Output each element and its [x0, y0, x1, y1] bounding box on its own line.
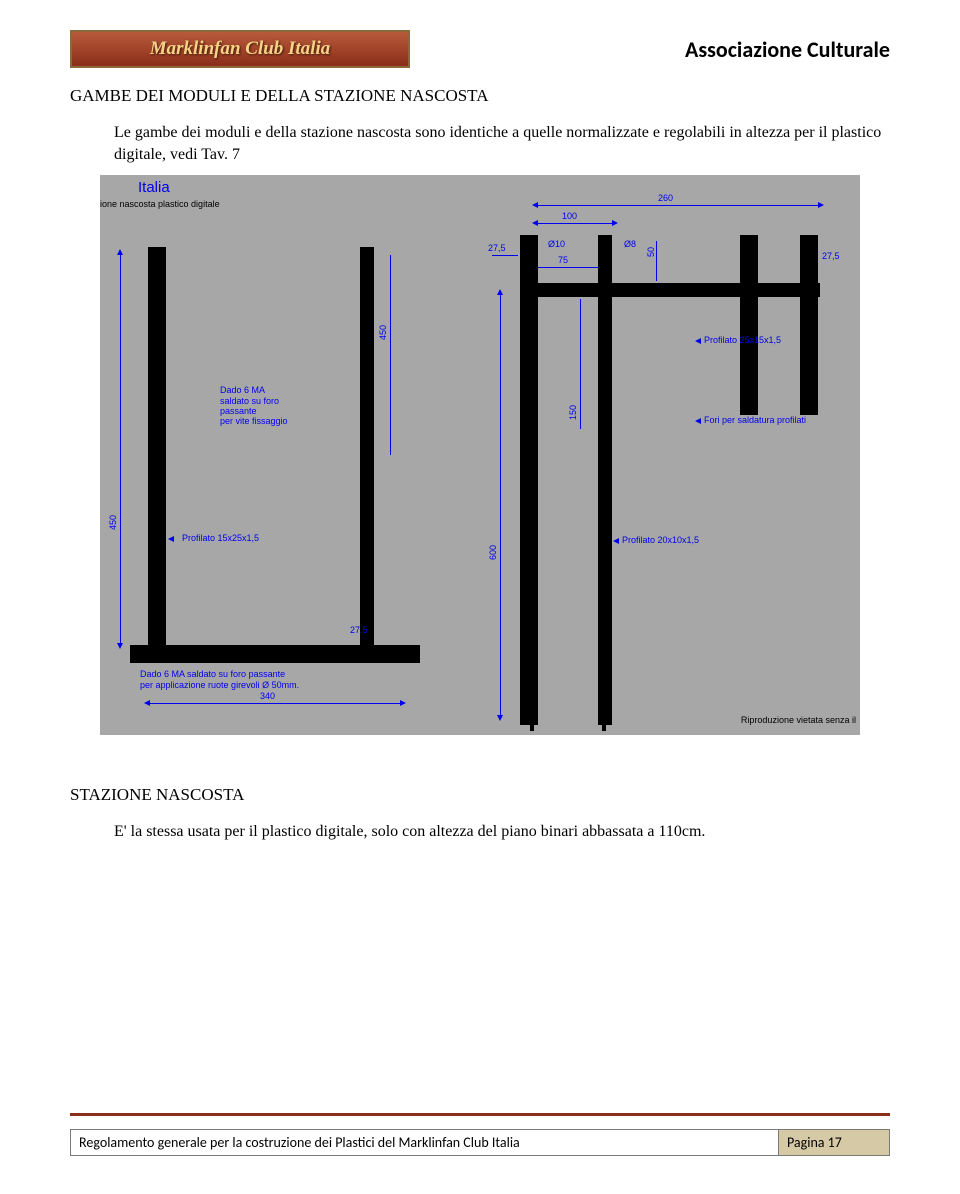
arrow-icon	[144, 700, 150, 706]
base-bar-left	[130, 645, 420, 663]
dim-27-5-r: 27,5	[822, 251, 840, 261]
content-section-1: GAMBE DEI MODULI E DELLA STAZIONE NASCOS…	[0, 68, 960, 735]
content-section-2: STAZIONE NASCOSTA E' la stessa usata per…	[0, 785, 960, 843]
dim-450m-line	[390, 255, 391, 455]
dim-450l-line	[120, 255, 121, 643]
arrow-icon	[400, 700, 406, 706]
arrow-icon	[532, 202, 538, 208]
label-fori: Fori per saldatura profilati	[704, 415, 806, 425]
association-title: Associazione Culturale	[685, 36, 890, 63]
page-header: Marklinfan Club Italia Associazione Cult…	[0, 0, 960, 68]
arrow-icon	[497, 715, 503, 721]
stub-b	[602, 719, 606, 731]
dim-phi8: Ø8	[624, 239, 636, 249]
section-body-stazione: E' la stessa usata per il plastico digit…	[114, 821, 890, 843]
arrow-icon	[117, 249, 123, 255]
diagram-container: Italia ione nascosta plastico digitale 2…	[100, 175, 860, 735]
arrow-icon	[532, 220, 538, 226]
dim-75: 75	[558, 255, 568, 265]
dim-27-5-b: 27,5	[350, 625, 368, 635]
section-title-stazione: STAZIONE NASCOSTA	[70, 785, 890, 805]
label-riproduzione: Riproduzione vietata senza il	[741, 715, 856, 725]
label-profilato-25: Profilato 25x15x1,5	[704, 335, 781, 345]
dim-50-line	[656, 241, 657, 281]
page-footer: Regolamento generale per la costruzione …	[70, 1129, 890, 1156]
arrow-icon	[695, 418, 701, 424]
dim-600: 600	[488, 545, 498, 560]
arrow-icon	[117, 643, 123, 649]
diagram-subtitle: ione nascosta plastico digitale	[100, 199, 220, 209]
stub-a	[530, 719, 534, 731]
logo-banner: Marklinfan Club Italia	[70, 30, 410, 68]
dim-50: 50	[646, 247, 656, 257]
arrow-icon	[168, 536, 174, 542]
arrow-icon	[613, 538, 619, 544]
dim-27-5-l: 27,5	[488, 243, 506, 253]
dim-340-line	[150, 703, 400, 704]
label-dado-bottom: Dado 6 MA saldato su foro passante per a…	[140, 669, 299, 690]
label-dado-top: Dado 6 MA saldato su foro passante per v…	[220, 385, 288, 426]
dim-340: 340	[260, 691, 275, 701]
footer-page-number: Pagina 17	[779, 1130, 889, 1155]
arrow-icon	[818, 202, 824, 208]
post-left-inner	[360, 247, 374, 657]
dim-150: 150	[568, 405, 578, 420]
post-right-d	[800, 235, 818, 415]
footer-left-text: Regolamento generale per la costruzione …	[71, 1130, 779, 1155]
dim-27l-line	[492, 255, 518, 256]
post-right-b	[598, 235, 612, 725]
dim-150-line	[580, 299, 581, 429]
diagram-title: Italia	[138, 179, 170, 196]
dim-600-line	[500, 295, 501, 715]
dim-100-line	[538, 223, 612, 224]
technical-diagram: Italia ione nascosta plastico digitale 2…	[100, 175, 860, 735]
label-profilato-15: Profilato 15x25x1,5	[182, 533, 259, 543]
dim-450-m: 450	[378, 325, 388, 340]
dim-100: 100	[562, 211, 577, 221]
dim-phi10: Ø10	[548, 239, 565, 249]
logo-text: Marklinfan Club Italia	[150, 38, 331, 60]
post-right-c	[740, 235, 758, 415]
dim-75-line	[538, 267, 598, 268]
arrow-icon	[695, 338, 701, 344]
dim-260: 260	[658, 193, 673, 203]
dim-450-l: 450	[108, 515, 118, 530]
dim-260-line	[538, 205, 818, 206]
footer-divider	[70, 1113, 890, 1116]
label-profilato-20: Profilato 20x10x1,5	[622, 535, 699, 545]
top-bar-right	[520, 283, 820, 297]
arrow-icon	[612, 220, 618, 226]
post-left-outer	[148, 247, 166, 657]
arrow-icon	[497, 289, 503, 295]
section-body-gambe: Le gambe dei moduli e della stazione nas…	[114, 122, 890, 165]
section-title-gambe: GAMBE DEI MODULI E DELLA STAZIONE NASCOS…	[70, 86, 890, 106]
post-right-a	[520, 235, 538, 725]
